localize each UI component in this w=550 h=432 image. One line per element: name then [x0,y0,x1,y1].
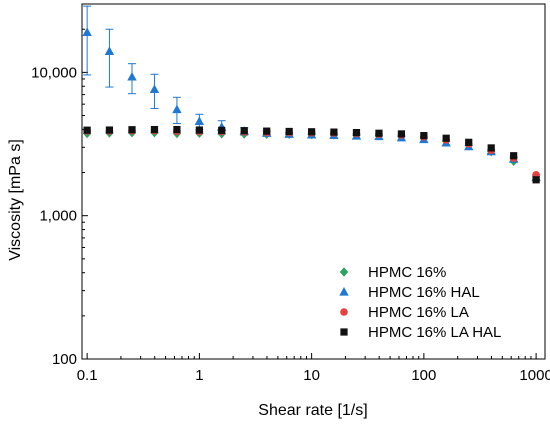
data-point-square [397,130,406,138]
data-point-square [263,127,271,135]
legend-label: HPMC 16% LA [368,304,469,321]
data-point-triangle [149,84,160,94]
x-tick-label: 1 [195,367,203,384]
data-point-square [195,126,203,134]
y-axis-label: Viscosity [mPa s] [7,139,24,261]
legend-marker-square [340,328,348,336]
data-point-square [173,125,181,134]
legend-marker-triangle [339,287,349,296]
x-axis-label: Shear rate [1/s] [258,402,367,419]
legend: HPMC 16% HPMC 16% HAL HPMC 16% LA HPMC 16% … [339,264,501,341]
y-tick-label: 100 [52,351,77,368]
data-point-triangle [172,104,182,114]
data-point-square [352,128,361,137]
data-point-square [487,144,495,152]
data-point-triangle [82,27,92,37]
legend-label: HPMC 16% LA HAL [368,324,501,341]
data-point-square [532,176,540,184]
x-tick-label: 0.1 [77,367,98,384]
legend-label: HPMC 16% [368,264,446,281]
data-point-triangle [104,46,115,56]
data-point-square [150,125,159,134]
data-point-square [105,126,114,134]
data-point-square [83,126,91,134]
data-point-square [510,152,518,160]
data-point-square [420,132,428,140]
data-point-square [465,138,473,146]
data-point-square [218,126,226,134]
data-point-square [330,128,338,136]
data-points-layer [82,27,541,184]
data-point-square [240,127,248,135]
legend-marker-circle [340,308,348,316]
legend-marker-diamond [339,267,349,277]
data-point-square [128,126,136,134]
x-tick-label: 100 [411,367,436,384]
data-point-square [308,128,316,136]
data-point-square [442,134,450,142]
x-tick-label: 1000 [519,367,550,384]
x-tick-label: 10 [303,367,320,384]
data-point-triangle [194,116,205,125]
axes-layer: 0.1 1 10 100 1000 100 1,000 10,000 [31,3,550,384]
plot-frame [81,3,546,360]
data-point-square [375,129,383,137]
y-tick-label: 10,000 [31,64,77,81]
legend-label: HPMC 16% HAL [368,284,480,301]
data-point-triangle [127,71,137,81]
data-point-square [285,127,293,136]
y-tick-label: 1,000 [39,208,77,225]
